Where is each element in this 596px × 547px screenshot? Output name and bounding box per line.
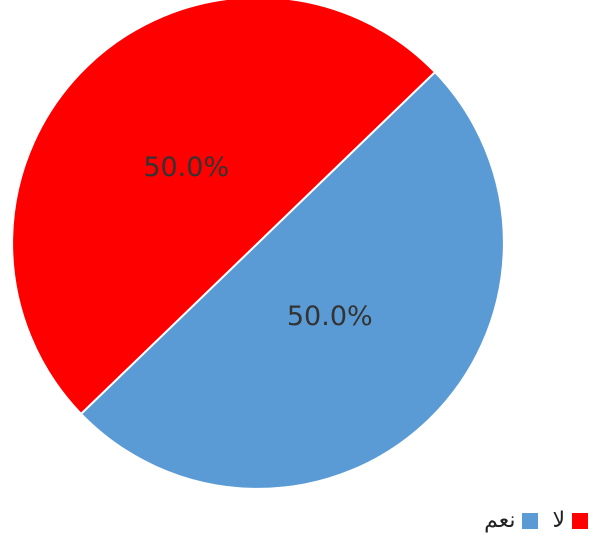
legend-swatch-yes [522, 512, 539, 529]
pie-slice-no [11, 0, 437, 416]
pie-slice-yes [79, 70, 505, 490]
data-label-no: 50.0% [143, 152, 229, 183]
legend-entry-no: لا [552, 508, 588, 533]
chart-legend: لا نعم [484, 508, 588, 533]
legend-label-no: لا [552, 508, 565, 533]
data-label-yes: 50.0% [287, 301, 373, 332]
legend-swatch-no [572, 512, 588, 529]
legend-label-yes: نعم [484, 508, 516, 533]
legend-entry-yes: نعم [484, 508, 539, 533]
